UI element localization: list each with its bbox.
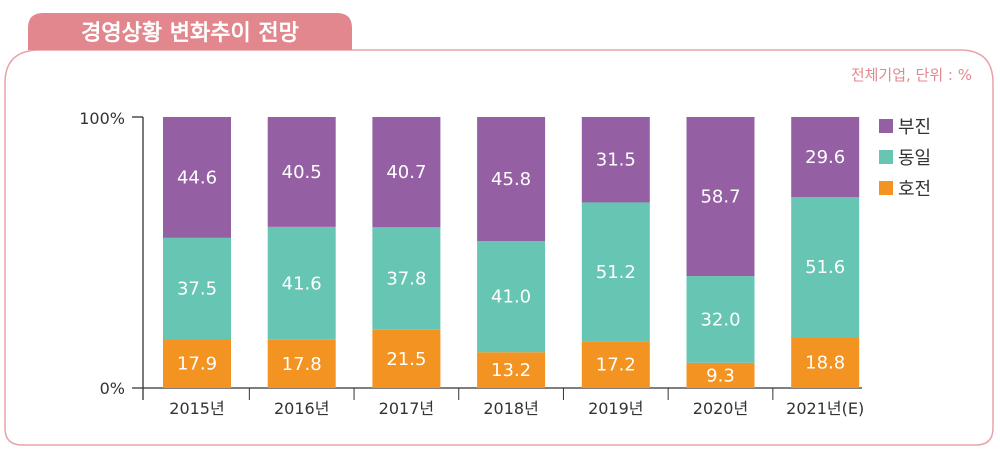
unit-note: 전체기업, 단위 : %: [851, 66, 972, 84]
legend-label: 동일: [898, 148, 931, 169]
x-tick-label: 2015년: [169, 399, 224, 418]
data-label: 40.7: [386, 162, 426, 183]
data-label: 41.6: [282, 273, 322, 294]
bar-segment: [267, 339, 336, 388]
data-label: 17.2: [596, 355, 636, 376]
data-label: 32.0: [700, 309, 740, 330]
bar-segment: [686, 276, 755, 363]
legend-label: 부진: [898, 117, 931, 138]
bar-segment: [163, 117, 231, 238]
data-label: 44.6: [177, 167, 217, 188]
y-tick-0: 0%: [100, 379, 125, 398]
data-label: 51.6: [805, 257, 845, 278]
title-tab: [28, 13, 352, 50]
y-tick-100: 100%: [79, 109, 125, 128]
data-label: 31.5: [596, 150, 636, 171]
x-tick-label: 2016년: [274, 399, 329, 418]
bar-segment: [686, 117, 755, 277]
data-label: 29.6: [805, 147, 845, 168]
legend-label: 호전: [898, 179, 931, 200]
data-label: 17.8: [282, 354, 322, 375]
data-label: 13.2: [491, 360, 531, 381]
bar-segment: [581, 341, 650, 388]
bar-segment: [163, 339, 231, 388]
bar-segment: [791, 197, 860, 338]
legend-swatch: [879, 119, 893, 133]
bar-segment: [477, 352, 546, 388]
data-label: 9.3: [706, 365, 735, 386]
card-frame: [4, 49, 994, 446]
data-label: 45.8: [491, 169, 531, 190]
data-label: 17.9: [177, 354, 217, 375]
bar-segment: [372, 329, 441, 388]
bar-segment: [477, 241, 546, 353]
x-tick-label: 2018년: [483, 399, 538, 418]
bar-segment: [163, 237, 231, 340]
data-label: 37.8: [386, 269, 426, 290]
bar-segment: [267, 117, 336, 227]
data-label: 58.7: [700, 187, 740, 208]
data-label: 21.5: [386, 349, 426, 370]
bar-segment: [372, 227, 441, 330]
bar-segment: [581, 202, 650, 342]
bar-segment: [477, 117, 546, 242]
bar-segment: [581, 117, 650, 203]
bar-segment: [791, 117, 860, 198]
x-tick-label: 2017년: [379, 399, 434, 418]
x-tick-label: 2019년: [588, 399, 643, 418]
x-tick-label: 2020년: [693, 399, 748, 418]
bar-segment: [686, 362, 755, 388]
x-tick-label: 2021년(E): [786, 399, 864, 418]
data-label: 37.5: [177, 279, 217, 300]
bar-segment: [791, 337, 860, 388]
data-label: 41.0: [491, 287, 531, 308]
legend-swatch: [879, 181, 893, 195]
data-label: 51.2: [596, 262, 636, 283]
bar-segment: [372, 117, 441, 228]
bar-segment: [267, 226, 336, 340]
chart-title: 경영상황 변화추이 전망: [81, 21, 299, 46]
legend-swatch: [879, 150, 893, 164]
data-label: 18.8: [805, 353, 845, 374]
data-label: 40.5: [282, 162, 322, 183]
